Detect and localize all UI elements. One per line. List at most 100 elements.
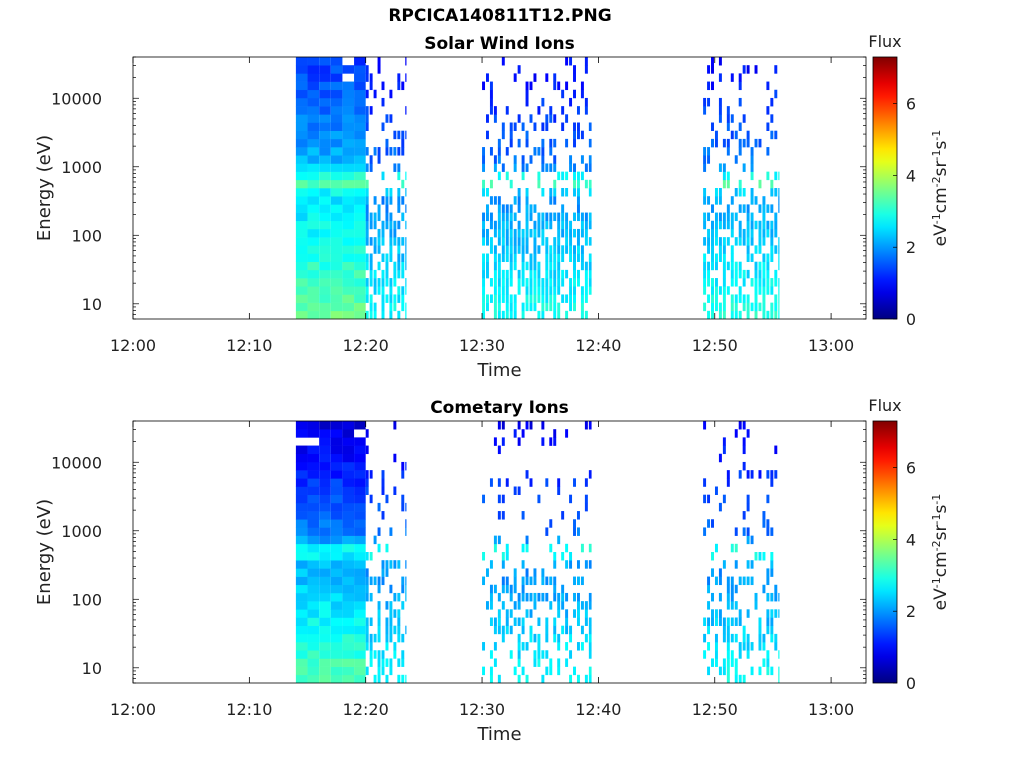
flux-cell (778, 310, 780, 319)
flux-cell (401, 253, 405, 262)
flux-cell (389, 228, 393, 238)
flux-cell (401, 674, 405, 683)
flux-cell (342, 453, 355, 463)
flux-cell (513, 245, 517, 254)
flux-cell (569, 674, 573, 683)
flux-cell (307, 445, 320, 455)
flux-cell (734, 294, 738, 303)
y-axis-label: Energy (eV) (34, 499, 55, 605)
flux-cell (742, 65, 746, 74)
flux-cell (381, 310, 385, 319)
flux-cell (354, 658, 366, 667)
colorbar-tick-label: 6 (906, 459, 916, 478)
flux-cell (588, 470, 592, 479)
flux-cell (774, 470, 778, 479)
flux-cell (342, 171, 355, 181)
flux-cell (365, 212, 369, 222)
flux-cell (750, 535, 754, 545)
x-tick-label: 12:50 (692, 336, 738, 355)
flux-cell (718, 212, 722, 222)
flux-cell (714, 543, 718, 553)
flux-cell (354, 261, 366, 271)
flux-cell (770, 228, 774, 238)
flux-cell (750, 163, 754, 172)
flux-cell (746, 245, 750, 254)
flux-cell (385, 494, 389, 504)
flux-cell (588, 592, 592, 602)
flux-cell (714, 261, 718, 271)
flux-cell (369, 81, 373, 91)
flux-cell (517, 486, 521, 495)
flux-cell (714, 196, 718, 205)
flux-cell (569, 57, 573, 66)
flux-cell (505, 625, 509, 635)
flux-cell (718, 97, 722, 107)
flux-cell (726, 138, 730, 148)
flux-cell (342, 269, 355, 279)
flux-cell (365, 106, 369, 115)
flux-cell (319, 310, 331, 319)
flux-cell (330, 196, 343, 205)
flux-cell (497, 609, 501, 618)
flux-cell (541, 437, 545, 446)
flux-cell (354, 188, 366, 197)
flux-cell (397, 294, 401, 303)
flux-cell (354, 245, 366, 254)
flux-cell (549, 253, 553, 262)
flux-cell (766, 228, 770, 238)
flux-cell (405, 261, 407, 271)
flux-cell (703, 478, 707, 487)
flux-cell (766, 122, 770, 131)
flux-cell (330, 658, 343, 667)
flux-cell (493, 245, 497, 254)
flux-cell (703, 155, 707, 164)
flux-cell (722, 286, 726, 295)
flux-cell (537, 212, 541, 222)
flux-cell (319, 421, 331, 430)
flux-cell (774, 633, 778, 643)
flux-cell (330, 253, 343, 262)
flux-cell (497, 147, 501, 156)
flux-cell (330, 188, 343, 197)
flux-cell (766, 253, 770, 262)
flux-cell (381, 278, 385, 287)
flux-cell (354, 674, 366, 683)
flux-cell (501, 310, 505, 319)
flux-cell (401, 286, 405, 295)
flux-cell (714, 576, 718, 586)
flux-cell (405, 576, 407, 586)
flux-cell (493, 155, 497, 164)
flux-cell (486, 188, 489, 197)
flux-cell (342, 220, 355, 230)
flux-cell (537, 294, 541, 303)
flux-cell (718, 237, 722, 246)
flux-cell (307, 286, 320, 295)
flux-cell (342, 261, 355, 271)
flux-cell (770, 114, 774, 123)
flux-cell (497, 286, 501, 295)
flux-cell (770, 302, 774, 312)
flux-cell (295, 511, 308, 520)
flux-cell (319, 196, 331, 205)
colorbar-tick-label: 4 (906, 166, 916, 185)
flux-cell (354, 81, 366, 91)
flux-cell (482, 294, 486, 303)
flux-cell (295, 666, 308, 676)
flux-cell (389, 245, 393, 254)
flux-cell (482, 286, 486, 295)
flux-cell (726, 122, 730, 131)
flux-cell (573, 592, 576, 602)
flux-cell (389, 294, 393, 303)
flux-cell (565, 212, 569, 222)
flux-cell (584, 421, 588, 430)
flux-cell (553, 310, 557, 319)
flux-cell (525, 592, 529, 602)
flux-cell (307, 535, 320, 545)
flux-cell (722, 658, 726, 667)
flux-cell (774, 609, 778, 618)
flux-cell (750, 155, 754, 164)
flux-cell (486, 302, 489, 312)
flux-cell (389, 560, 393, 569)
